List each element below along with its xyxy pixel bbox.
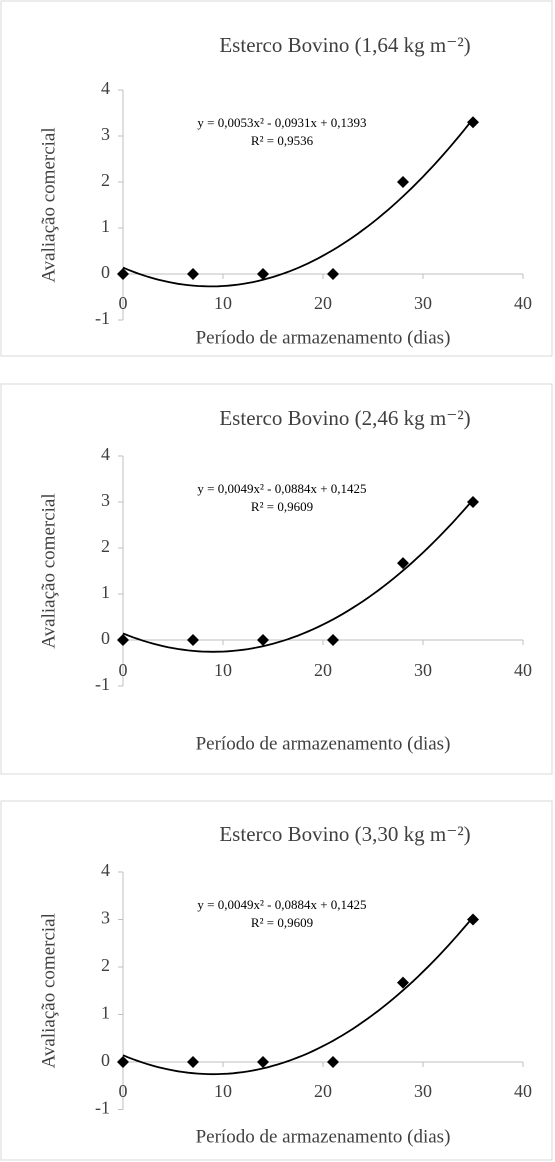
x-tick-label: 0: [119, 293, 128, 313]
x-tick-label: 30: [414, 660, 432, 680]
x-tick-label: 10: [214, 293, 232, 313]
data-point: [397, 976, 409, 989]
y-tick-label: 1: [101, 582, 110, 602]
y-tick-label: 3: [101, 908, 110, 928]
data-point: [187, 1056, 199, 1068]
trendline: [122, 499, 474, 653]
x-axis-label: Período de armazenamento (dias): [196, 327, 451, 348]
data-point: [117, 634, 129, 646]
data-point: [327, 268, 339, 280]
y-axis-label: Avaliação comercial: [38, 493, 59, 648]
data-point: [257, 1056, 269, 1068]
chart-title: Esterco Bovino (1,64 kg m⁻²): [219, 33, 470, 57]
chart-border: [0, 383, 553, 775]
y-tick-label: 3: [101, 124, 110, 144]
trendline: [122, 916, 474, 1076]
data-point: [467, 496, 479, 508]
y-tick-label: 4: [101, 860, 110, 880]
trendline-equation: y = 0,0053x² - 0,0931x + 0,1393: [197, 115, 366, 130]
y-axis-label: Avaliação comercial: [38, 913, 59, 1068]
trendline-equation: y = 0,0049x² - 0,0884x + 0,1425: [197, 897, 366, 912]
y-axis-label: Avaliação comercial: [38, 127, 59, 282]
data-point: [257, 268, 269, 280]
x-tick-label: 20: [314, 660, 332, 680]
chart-border: [0, 0, 553, 357]
y-tick-label: 1: [101, 216, 110, 236]
data-point: [467, 913, 479, 926]
data-point: [187, 634, 199, 646]
trendline-r2: R² = 0,9609: [251, 499, 313, 514]
chart-title: Esterco Bovino (3,30 kg m⁻²): [219, 822, 470, 846]
data-point: [467, 116, 479, 129]
y-tick-label: 3: [101, 490, 110, 510]
y-tick-label: 1: [101, 1003, 110, 1023]
y-tick-label: 2: [101, 955, 110, 975]
data-point: [327, 634, 339, 646]
y-tick-label: 0: [101, 262, 110, 282]
x-tick-label: 40: [514, 293, 532, 313]
x-axis-label: Período de armazenamento (dias): [196, 1126, 451, 1147]
y-tick-label: 2: [101, 170, 110, 190]
chart-title: Esterco Bovino (2,46 kg m⁻²): [219, 406, 470, 430]
chart-border: [0, 800, 553, 1161]
data-point: [327, 1056, 339, 1068]
x-tick-label: 10: [214, 660, 232, 680]
data-point: [187, 268, 199, 280]
data-point: [257, 634, 269, 646]
x-tick-label: 10: [214, 1081, 232, 1101]
x-tick-label: 0: [119, 660, 128, 680]
data-point: [117, 268, 129, 280]
x-tick-label: 30: [414, 1081, 432, 1101]
y-tick-label: 4: [101, 444, 110, 464]
x-tick-label: 30: [414, 293, 432, 313]
data-point: [397, 176, 409, 188]
y-tick-label: 0: [101, 1050, 110, 1070]
x-tick-label: 20: [314, 293, 332, 313]
trendline-r2: R² = 0,9536: [251, 133, 314, 148]
y-tick-label: -1: [95, 674, 110, 694]
x-tick-label: 0: [119, 1081, 128, 1101]
x-tick-label: 20: [314, 1081, 332, 1101]
y-tick-label: -1: [95, 308, 110, 328]
y-tick-label: 4: [101, 78, 110, 98]
x-axis-label: Período de armazenamento (dias): [196, 733, 451, 754]
y-tick-label: 0: [101, 628, 110, 648]
trendline: [122, 118, 474, 288]
data-point: [397, 557, 409, 570]
y-tick-label: -1: [95, 1098, 110, 1118]
x-tick-label: 40: [514, 1081, 532, 1101]
data-point: [117, 1056, 129, 1068]
y-tick-label: 2: [101, 536, 110, 556]
trendline-r2: R² = 0,9609: [251, 915, 313, 930]
x-tick-label: 40: [514, 660, 532, 680]
trendline-equation: y = 0,0049x² - 0,0884x + 0,1425: [197, 481, 366, 496]
